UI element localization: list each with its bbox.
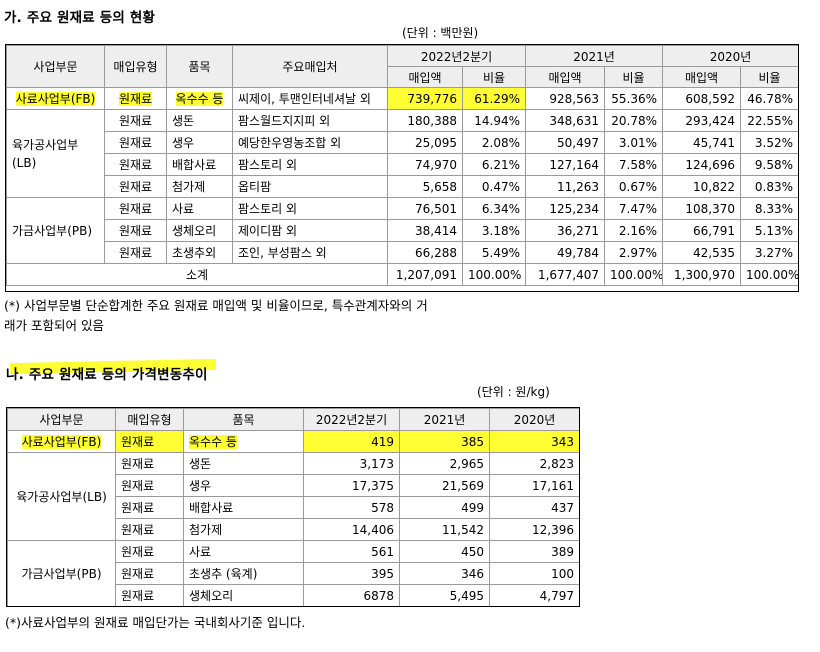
supplier-cell: 팜스월드지지피 외 [232,109,388,132]
value-cell: 0.83% [740,175,800,198]
value-cell: 5,495 [399,584,490,607]
value-cell: 74,970 [387,153,463,176]
supplier-cell: 팜스토리 외 [232,197,388,220]
value-cell: 125,234 [525,197,606,220]
header-period: 2020년 [662,45,800,67]
value-cell: 45,741 [662,131,742,154]
type-cell: 원재료 [115,430,184,453]
value-cell: 127,164 [525,153,606,176]
header-ratio: 비율 [740,66,800,88]
item-cell: 옥수수 등 [183,430,304,453]
value-cell: 38,414 [387,219,463,242]
value-cell: 46.78% [740,87,800,110]
table-row: 가금사업부(PB) 원재료 사료 팜스토리 외 76,501 6.34% 125… [6,197,800,264]
section2-unit: (단위 : 원/kg) [477,385,550,399]
value-cell: 76,501 [387,197,463,220]
value-cell: 385 [399,430,490,453]
header-supplier: 주요매입처 [232,45,388,88]
header-ratio: 비율 [604,66,664,88]
header-amount: 매입액 [387,66,463,88]
value-cell: 578 [303,496,400,519]
item-label: 옥수수 등 [189,435,237,449]
type-cell: 원재료 [115,496,184,519]
value-cell: 49,784 [525,241,606,264]
total-label: 소계 [6,263,388,286]
value-cell: 293,424 [662,109,742,132]
type-cell: 원재료 [104,131,167,154]
value-cell: 5.49% [461,241,527,264]
header-period: 2022년2분기 [303,408,400,431]
header-segment: 사업부문 [7,408,116,431]
item-cell: 첨가제 [166,175,233,198]
item-cell: 배합사료 [166,153,233,176]
section2-title: 나. 주요 원재료 등의 가격변동추이 [6,367,208,383]
value-cell: 1,300,970 [662,263,742,286]
total-row: 소계 1,207,091 100.00% 1,677,407 100.00% 1… [6,263,800,286]
value-cell: 22.55% [740,109,800,132]
type-cell: 원재료 [104,241,167,264]
supplier-cell: 씨제이, 투맨인터네셔날 외 [232,87,388,110]
value-cell: 61.29% [461,87,527,110]
segment-cell: 사료사업부(FB) [7,430,116,453]
table-row: 가금사업부(PB) 원재료 사료 561 450 389 [7,540,580,607]
segment-cell: 육가공사업부(LB) [7,452,116,541]
segment-cell: 가금사업부(PB) [6,197,105,264]
header-period: 2020년 [489,408,580,431]
header-item: 품목 [183,408,304,431]
value-cell: 100.00% [740,263,800,286]
value-cell: 6.21% [461,153,527,176]
item-label: 옥수수 등 [175,92,224,106]
table-row: 원재료 초생추 (육계) 395 346 100 [8,562,580,585]
table-row: 원재료 배합사료 578 499 437 [8,496,580,519]
price-trend-table: 사업부문 매입유형 품목 2022년2분기 2021년 2020년 사료사업부(… [7,408,580,607]
item-cell: 초생추 (육계) [183,562,304,585]
type-cell: 원재료 [115,540,184,563]
table-row: 육가공사업부(LB) 원재료 생돈 3,173 2,965 2,823 [7,452,580,541]
table1-border [5,44,799,292]
value-cell: 419 [303,430,400,453]
table-row: 원재료 배합사료 팜스토리 외 74,970 6.21% 127,164 7.5… [7,153,800,176]
segment-cell: 사료사업부(FB) [6,87,105,110]
header-type: 매입유형 [115,408,184,431]
value-cell: 928,563 [525,87,606,110]
value-cell: 3.18% [461,219,527,242]
value-cell: 3.01% [604,131,664,154]
supplier-cell: 조인, 부성팜스 외 [232,241,388,264]
value-cell: 10,822 [662,175,742,198]
value-cell: 343 [489,430,580,453]
table-row: 원재료 생체오리 6878 5,495 4,797 [8,584,580,607]
value-cell: 1,677,407 [525,263,606,286]
header-period: 2022년2분기 [386,45,527,67]
item-cell: 생체오리 [166,219,233,242]
segment-cell: 가금사업부(PB) [7,540,116,607]
value-cell: 17,375 [303,474,400,497]
header-segment: 사업부문 [6,45,105,88]
value-cell: 100.00% [604,263,664,286]
table-row: 원재료 초생추외 조인, 부성팜스 외 66,288 5.49% 49,784 … [7,241,800,264]
type-label: 원재료 [118,92,153,106]
segment-label: 사료사업부(FB) [15,92,96,106]
type-cell: 원재료 [115,562,184,585]
segment-label: 사료사업부(FB) [21,435,102,449]
value-cell: 100.00% [461,263,527,286]
header-amount: 매입액 [662,66,742,88]
table2-border [6,407,580,607]
table-row: 사료사업부(FB) 원재료 옥수수 등 419 385 343 [7,430,580,453]
value-cell: 11,263 [525,175,606,198]
section1-note-line2: 래가 포함되어 있음 [4,318,104,333]
value-cell: 395 [303,562,400,585]
value-cell: 36,271 [525,219,606,242]
table-row: 원재료 생우 예당한우영농조합 외 25,095 2.08% 50,497 3.… [7,131,800,154]
section2-note: (*)사료사업부의 원재료 매입단가는 국내회사기준 입니다. [5,615,306,630]
raw-materials-table: 사업부문 매입유형 품목 주요매입처 2022년2분기 2021년 2020년 … [6,45,800,286]
section1-title: 가. 주요 원재료 등의 현황 [4,10,156,26]
section1-note-line1: (*) 사업부문별 단순합계한 주요 원재료 매입액 및 비율이므로, 특수관계… [4,298,428,313]
value-cell: 25,095 [387,131,463,154]
value-cell: 608,592 [662,87,742,110]
value-cell: 17,161 [489,474,580,497]
table-row: 원재료 첨가제 14,406 11,542 12,396 [8,518,580,541]
section1-unit: (단위 : 백만원) [402,26,479,40]
item-cell: 생우 [166,131,233,154]
value-cell: 2.08% [461,131,527,154]
